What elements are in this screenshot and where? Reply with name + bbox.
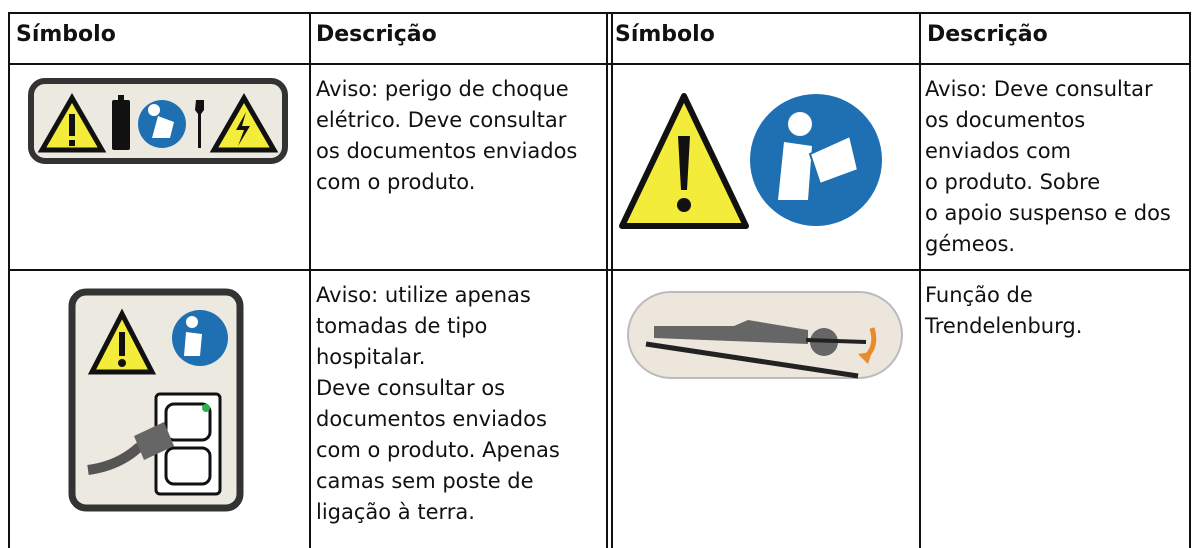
text-line: o apoio suspenso e dos [925,201,1171,225]
description: Aviso: utilize apenas tomadas de tipo hosp… [316,280,560,528]
text-line: Aviso: Deve consultar [925,77,1153,101]
border [8,63,1191,65]
text-line: o produto. Sobre [925,170,1101,194]
header-cell: Descrição [927,22,1048,47]
border [606,12,608,548]
border [919,12,921,548]
text-line: enviados com [925,139,1072,163]
text-line: elétrico. Deve consultar [316,108,567,132]
text-line: os documentos [925,108,1086,132]
border [8,12,1191,14]
header-cell: Símbolo [16,22,116,47]
description: Função de Trendelenburg. [925,280,1082,342]
text-line: tomadas de tipo [316,314,488,338]
description: Aviso: Deve consultar os documentos enviad… [925,74,1171,260]
text-line: camas sem poste de [316,469,534,493]
text-line: gémeos. [925,232,1016,256]
text-line: ligação à terra. [316,500,475,524]
warning-label-icon [28,78,288,164]
text-line: os documentos enviados [316,139,578,163]
hospital-outlet-icon [68,288,244,512]
header-cell: Símbolo [615,22,715,47]
border [611,12,613,548]
text-line: Aviso: perigo de choque [316,77,569,101]
text-line: com o produto. Apenas [316,438,560,462]
border [309,12,311,548]
text-line: documentos enviados [316,407,547,431]
border [8,12,10,548]
text-line: Deve consultar os [316,376,506,400]
trendelenburg-icon [627,291,903,379]
text-line: Função de [925,283,1033,307]
text-line: Aviso: utilize apenas [316,283,531,307]
read-manual-icon [619,93,882,229]
text-line: Trendelenburg. [925,314,1083,338]
description: Aviso: perigo de choque elétrico. Deve co… [316,74,577,198]
text-line: com o produto. [316,170,476,194]
border [1189,12,1191,548]
border [8,269,1191,271]
text-line: hospitalar. [316,345,426,369]
header-cell: Descrição [316,22,437,47]
